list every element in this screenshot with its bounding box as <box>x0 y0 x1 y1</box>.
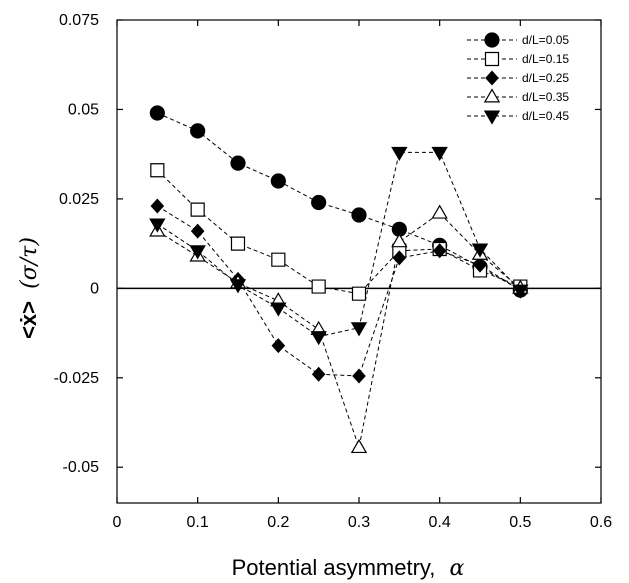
y-tick-label: 0.025 <box>59 191 99 208</box>
x-axis-label: Potential asymmetry, α <box>232 555 465 581</box>
x-axis-label-text: Potential asymmetry, <box>232 555 436 580</box>
y-tick-label: 0.075 <box>59 12 99 29</box>
data-point <box>473 257 487 273</box>
y-tick-label: 0.05 <box>68 101 99 118</box>
series-line <box>157 112 521 291</box>
data-point <box>391 146 408 162</box>
data-point <box>190 223 205 239</box>
data-point <box>310 331 327 346</box>
data-point <box>350 438 368 454</box>
data-point <box>270 302 287 317</box>
data-point <box>471 243 489 258</box>
x-tick-label: 0 <box>113 514 122 531</box>
data-point <box>351 286 367 301</box>
x-tick-label: 0.5 <box>509 514 531 531</box>
data-point <box>150 198 165 214</box>
y-tick-label: -0.05 <box>63 459 100 476</box>
series-line <box>156 169 521 295</box>
data-point <box>190 202 205 217</box>
series-line <box>157 205 521 377</box>
legend-label: d/L=0.05 <box>522 33 569 47</box>
legend-marker <box>484 51 500 67</box>
data-point <box>271 338 286 354</box>
x-tick-label: 0.1 <box>187 514 209 531</box>
data-point <box>311 279 326 294</box>
data-point <box>311 366 326 382</box>
series-line <box>157 151 521 338</box>
legend-marker <box>483 110 501 125</box>
legend-label: d/L=0.15 <box>522 52 569 66</box>
data-markers <box>149 105 529 454</box>
data-point <box>270 173 286 189</box>
data-point <box>271 252 286 267</box>
y-tick-label: 0 <box>90 280 99 297</box>
data-point <box>512 284 529 299</box>
data-point <box>150 163 165 178</box>
legend-label: d/L=0.35 <box>522 90 569 104</box>
data-point <box>230 236 246 251</box>
data-point <box>352 368 366 384</box>
y-tick-label: -0.025 <box>54 370 99 387</box>
data-point <box>351 207 367 223</box>
legend-label: d/L=0.25 <box>522 71 569 85</box>
data-point <box>431 146 448 162</box>
x-tick-label: 0.3 <box>348 514 370 531</box>
x-tick-label: 0.6 <box>590 514 612 531</box>
data-point <box>149 218 166 233</box>
y-axis-label-unit: (σ/τ) <box>17 237 42 289</box>
y-axis-label-main: <ẋ> <box>16 301 41 339</box>
series-lines <box>156 112 521 450</box>
series-line <box>157 212 521 450</box>
data-point <box>189 245 206 260</box>
axis-ticks: 0 0.1 0.2 0.3 0.4 0.5 0.6 -0.05 -0.025 0 0.025 0.05… <box>54 12 613 531</box>
legend-marker <box>484 32 500 48</box>
y-axis-label: <ẋ> (σ/τ) <box>16 237 42 339</box>
legend-label: d/L=0.45 <box>522 109 569 123</box>
data-point <box>350 322 368 337</box>
data-point <box>391 233 408 248</box>
x-axis-symbol: α <box>450 556 465 581</box>
x-tick-label: 0.4 <box>429 514 451 531</box>
legend-marker <box>485 70 499 86</box>
legend: d/L=0.05 d/L=0.15 d/L=0.25 d/L=0.35 d/L=0.45 <box>467 32 569 125</box>
x-tick-label: 0.2 <box>267 514 289 531</box>
data-point <box>392 250 407 266</box>
data-point <box>190 123 206 139</box>
data-point <box>311 194 327 211</box>
data-point <box>230 155 246 171</box>
data-point <box>229 279 247 294</box>
data-point <box>432 243 447 259</box>
legend-marker <box>483 88 501 103</box>
data-point <box>431 204 448 219</box>
data-point <box>149 105 165 121</box>
